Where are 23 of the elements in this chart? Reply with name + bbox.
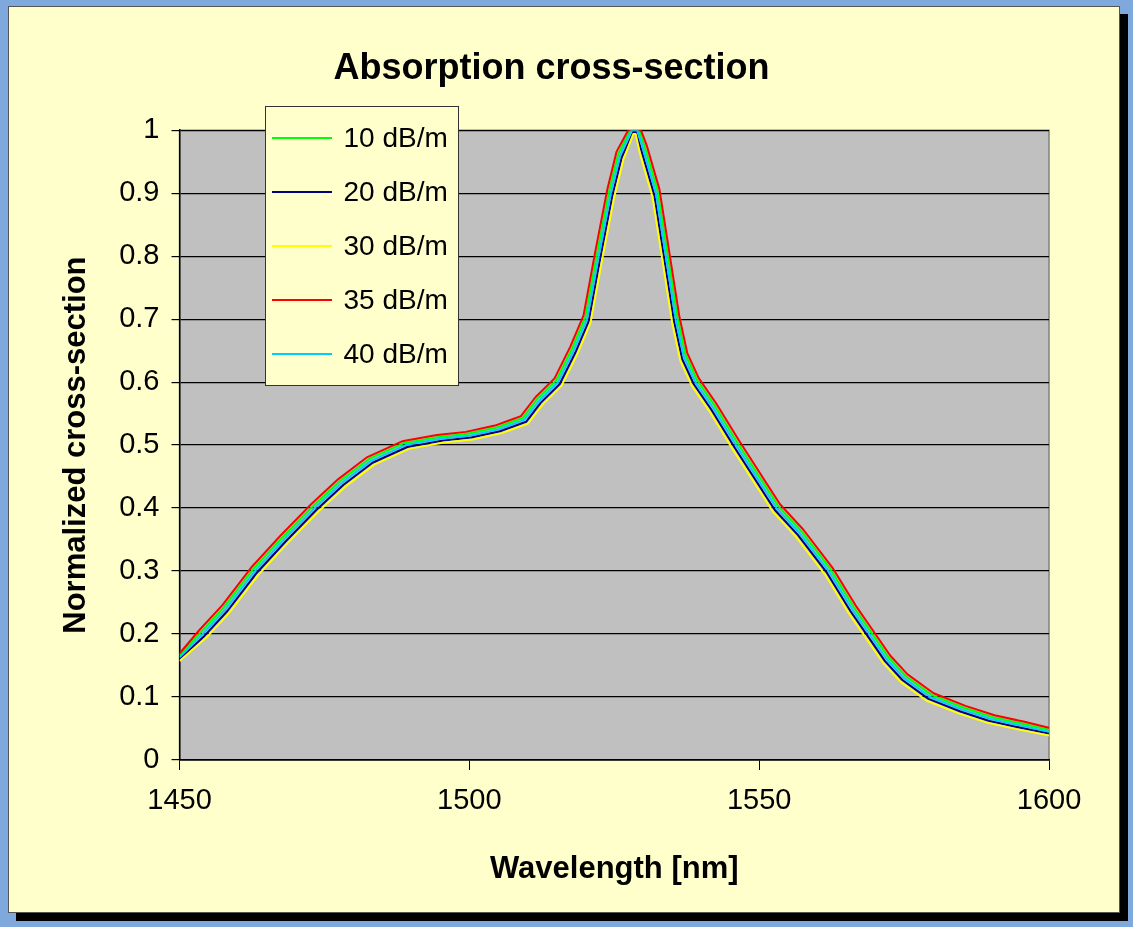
legend-label: 20 dB/m xyxy=(343,176,448,209)
y-tick-label: 1 xyxy=(143,112,160,145)
y-tick-label: 0.1 xyxy=(119,679,160,712)
y-tick-label: 0.9 xyxy=(119,175,160,208)
y-tick-label: 0.6 xyxy=(119,364,160,397)
x-tick-label: 1600 xyxy=(1016,783,1082,816)
legend-label: 30 dB/m xyxy=(343,230,448,263)
y-tick-label: 0.5 xyxy=(119,427,160,460)
y-tick-label: 0.8 xyxy=(119,238,160,271)
x-tick-label: 1450 xyxy=(147,783,212,816)
x-tick-label: 1550 xyxy=(726,783,792,816)
y-tick-label: 0.4 xyxy=(119,490,160,523)
y-tick-label: 0 xyxy=(143,742,160,774)
legend-label: 10 dB/m xyxy=(343,122,448,155)
y-tick-label: 0.3 xyxy=(119,553,160,586)
x-tick-label: 1500 xyxy=(437,783,502,816)
y-axis-title: Normalized cross-section xyxy=(57,256,93,634)
x-axis-title: Wavelength [nm] xyxy=(489,849,739,885)
chart-title: Absorption cross-section xyxy=(333,45,770,87)
legend-label: 40 dB/m xyxy=(343,338,448,371)
legend-label: 35 dB/m xyxy=(343,284,448,317)
y-tick-label: 0.7 xyxy=(119,301,160,334)
y-tick-label: 0.2 xyxy=(119,616,160,649)
